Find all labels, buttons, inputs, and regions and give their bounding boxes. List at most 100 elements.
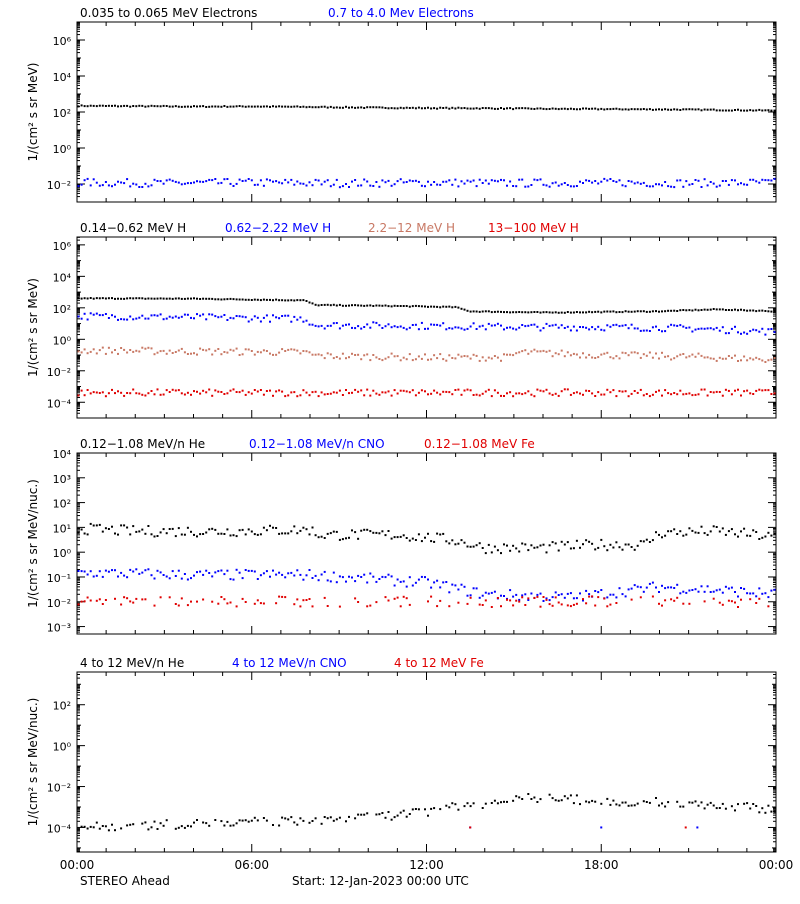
data-point [265, 819, 268, 822]
data-point [521, 594, 524, 597]
data-point [223, 824, 226, 827]
data-point [606, 310, 609, 313]
data-point [463, 308, 466, 311]
data-point [405, 815, 408, 818]
data-point [414, 304, 417, 307]
data-point [141, 571, 144, 574]
data-point [104, 599, 107, 601]
y-tick-label: 10⁰ [53, 334, 72, 347]
data-point [80, 570, 83, 573]
data-point [335, 391, 338, 394]
data-point [530, 350, 533, 353]
data-point [439, 324, 442, 327]
data-point [287, 314, 290, 317]
data-point [475, 587, 478, 590]
data-point [111, 351, 113, 354]
data-point [758, 358, 761, 361]
data-point [737, 535, 739, 538]
data-point [661, 394, 663, 397]
data-point [588, 328, 591, 331]
data-point [451, 393, 454, 396]
data-point [585, 311, 588, 314]
data-point [153, 105, 156, 108]
data-point [484, 328, 487, 331]
data-point [77, 531, 80, 534]
data-point [743, 331, 746, 334]
data-point [436, 107, 439, 110]
data-point [670, 108, 673, 111]
data-point [259, 179, 262, 182]
data-point [399, 811, 402, 814]
data-point [402, 356, 405, 359]
data-point [107, 392, 110, 395]
data-point [335, 818, 338, 821]
data-point [718, 184, 721, 187]
data-point [120, 181, 123, 184]
data-point [214, 389, 217, 392]
data-point [199, 314, 202, 317]
data-point [162, 824, 165, 827]
data-point [265, 178, 268, 181]
data-point [658, 357, 660, 360]
data-point [676, 324, 679, 327]
data-point [262, 349, 265, 352]
data-point [667, 325, 670, 328]
data-point [542, 543, 545, 546]
panel-frame [76, 452, 777, 635]
data-point [402, 534, 405, 537]
data-point [554, 591, 557, 594]
data-point [375, 321, 378, 324]
data-point [77, 185, 80, 188]
data-point [372, 531, 375, 534]
data-point [433, 181, 436, 183]
data-point [92, 391, 95, 394]
data-point [770, 589, 773, 592]
data-point [104, 313, 107, 315]
data-point [648, 582, 651, 585]
data-point [320, 535, 323, 538]
data-point [639, 388, 642, 391]
data-point [490, 179, 493, 182]
data-point [764, 361, 767, 363]
data-point [265, 314, 268, 317]
data-point [697, 804, 700, 807]
data-point [427, 106, 429, 109]
data-point [363, 528, 366, 531]
data-point [718, 109, 721, 112]
data-point [278, 571, 281, 574]
data-point [767, 596, 770, 599]
data-point [718, 391, 721, 393]
data-point [171, 297, 174, 300]
data-point [606, 605, 609, 608]
data-point [408, 305, 411, 308]
data-point [272, 824, 274, 826]
data-point [618, 546, 621, 549]
data-point [630, 310, 633, 313]
data-point [588, 801, 591, 804]
data-point [740, 359, 742, 362]
data-point [773, 310, 776, 313]
data-point [591, 181, 594, 184]
data-point [515, 328, 518, 331]
data-point [475, 185, 478, 188]
data-point [442, 180, 445, 183]
data-point [107, 104, 110, 107]
data-point [755, 602, 758, 604]
data-point [673, 392, 676, 394]
data-point [506, 598, 508, 601]
data-point [727, 183, 730, 186]
data-point [569, 185, 572, 188]
data-point [314, 303, 317, 306]
data-point [466, 309, 469, 312]
data-point [205, 569, 208, 572]
data-point [427, 532, 429, 535]
data-point [351, 326, 353, 329]
data-point [761, 389, 764, 392]
data-point [655, 325, 657, 328]
data-point [594, 107, 597, 110]
data-point [618, 390, 621, 393]
data-point [183, 573, 186, 575]
data-point [305, 599, 308, 601]
data-point [430, 183, 433, 186]
data-point [417, 391, 420, 394]
